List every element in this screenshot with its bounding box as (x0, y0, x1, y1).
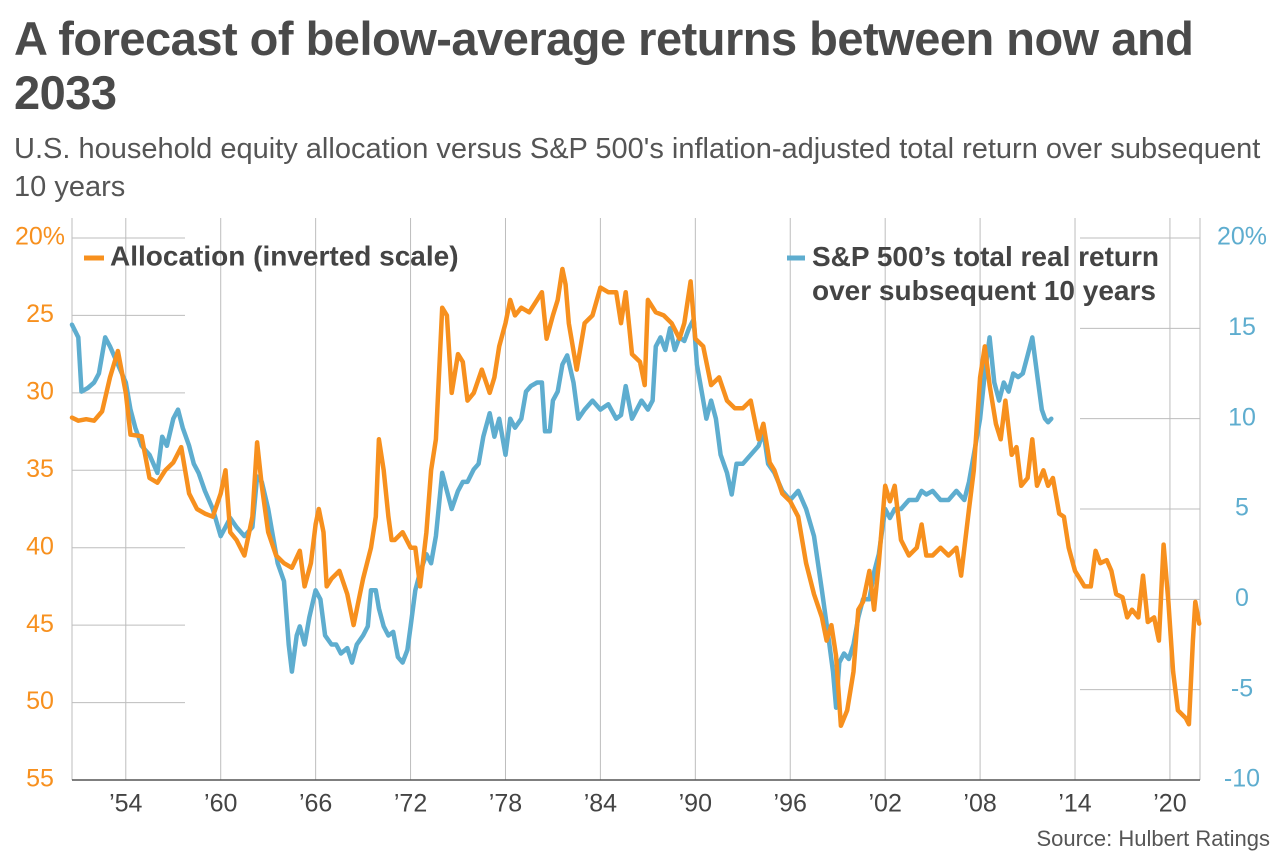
source-note: Source: Hulbert Ratings (1036, 826, 1270, 851)
x-tick-label: ’08 (963, 790, 996, 818)
x-tick-label: ’54 (109, 790, 142, 818)
series-line (69, 266, 1202, 729)
y2-tick-label: 10 (1228, 403, 1256, 431)
y-tick-label: 40 (26, 532, 54, 560)
y-tick-label: 50 (26, 687, 54, 715)
y-tick-label: 25 (26, 300, 54, 328)
y-tick-label: 45 (26, 610, 54, 638)
chart-subtitle: U.S. household equity allocation versus … (14, 133, 1261, 203)
y-tick-label: 55 (26, 765, 54, 793)
y2-tick-label: 15 (1228, 313, 1256, 341)
legend-label: S&P 500’s total real return over subsequ… (812, 241, 1160, 306)
x-tick-label: ’96 (774, 790, 807, 818)
chart-title: A forecast of below-average returns betw… (14, 12, 1194, 119)
x-tick-label: ’02 (868, 790, 901, 818)
y-tick-label: 20% (15, 223, 65, 251)
series-line (69, 317, 1054, 710)
x-tick-label: ’84 (584, 790, 617, 818)
legend-label: Allocation (inverted scale) (110, 240, 459, 271)
y-tick-label: 30 (26, 377, 54, 405)
y2-tick-label: -10 (1224, 765, 1260, 793)
x-tick-label: ’66 (299, 790, 332, 818)
y2-tick-label: 5 (1235, 494, 1249, 522)
y-tick-label: 35 (26, 455, 54, 483)
x-tick-label: ’72 (394, 790, 427, 818)
x-tick-label: ’78 (489, 790, 522, 818)
x-tick-label: ’20 (1153, 790, 1186, 818)
x-tick-label: ’60 (204, 790, 237, 818)
y2-tick-label: 0 (1235, 584, 1249, 612)
y2-tick-label: 20% (1217, 223, 1267, 251)
y2-tick-label: -5 (1231, 674, 1253, 702)
x-tick-label: ’90 (679, 790, 712, 818)
x-tick-label: ’14 (1058, 790, 1091, 818)
